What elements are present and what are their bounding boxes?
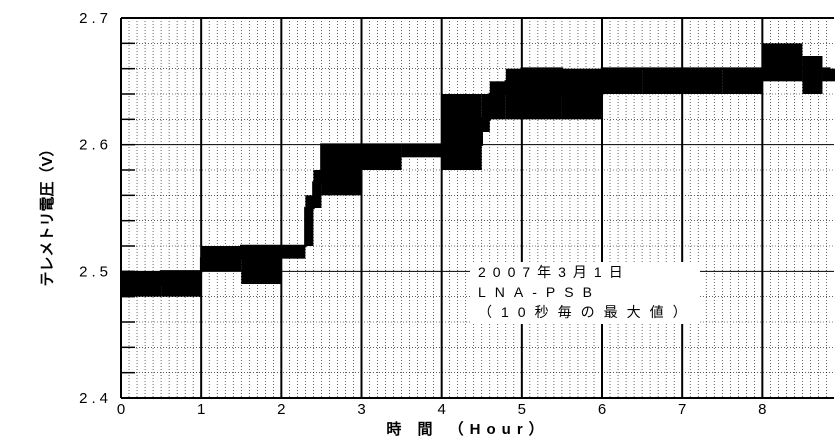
x-tick-label: 2 [277,401,285,418]
y-axis-label: テレメトリ電圧（V） [38,141,56,286]
plot-frame [120,17,834,399]
band-segment [281,246,306,259]
series-line [121,67,831,286]
band-segment [305,195,314,246]
x-tick-label: 3 [357,401,365,418]
major-grid [121,18,834,398]
chart-annotation: 2007年3月1日 LNA-PSB （10秒毎の最大値） [470,262,700,324]
annotation-date: 2007年3月1日 [478,264,630,280]
band-segment [762,43,803,82]
y-tick-labels: 2.4 2.5 2.6 2.7 [79,10,112,407]
x-tick-labels: 0123456789 [117,401,767,418]
x-tick-label: 8 [758,401,766,418]
y-tick-label: 2.6 [79,137,112,154]
band-segment [161,271,202,297]
y-tick-label: 2.4 [79,390,112,407]
x-tick-label: 5 [518,401,526,418]
y-tick-label: 2.5 [79,263,112,280]
annotation-background [470,262,700,324]
x-tick-label: 0 [117,401,125,418]
band-segment [401,144,442,158]
band-segment [241,246,282,284]
band-segment [313,170,322,208]
annotation-device: LNA-PSB [478,284,601,300]
x-tick-label: 7 [678,401,686,418]
y-tick-label: 2.7 [79,10,112,27]
band-segment [361,144,402,170]
band-segment [682,68,723,94]
band-segment [481,94,490,132]
annotation-description: （10秒毎の最大値） [478,304,696,320]
band-segment [822,68,835,82]
x-tick-label: 1 [197,401,205,418]
band-segment [441,94,482,170]
band-segment [602,68,643,94]
band-segment [722,68,763,94]
x-axis-label: 時 間 （Hour） [386,420,549,438]
band-segment [642,68,683,94]
x-tick-label: 6 [598,401,606,418]
band-segment [802,56,823,94]
band-segment [521,68,562,120]
band-segment [489,81,506,120]
band-segment [505,68,522,120]
x-tick-label: 4 [438,401,446,418]
band-segment [321,144,362,196]
